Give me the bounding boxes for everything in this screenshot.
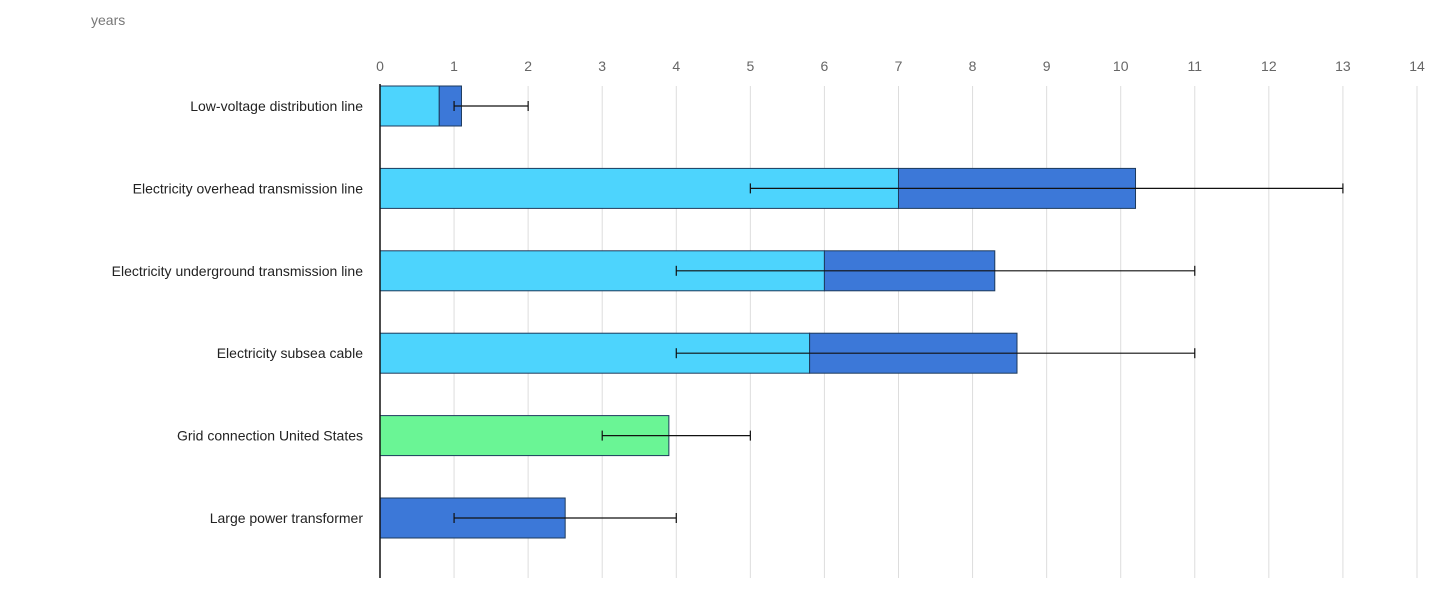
category-label: Grid connection United States (177, 428, 363, 444)
category-label: Electricity underground transmission lin… (112, 263, 364, 279)
x-tick-label: 1 (450, 58, 458, 74)
x-tick-label: 11 (1187, 58, 1202, 74)
x-tick-label: 10 (1113, 58, 1129, 74)
x-tick-label: 2 (524, 58, 532, 74)
category-label: Large power transformer (210, 510, 364, 526)
x-tick-label: 3 (598, 58, 606, 74)
category-label: Low-voltage distribution line (190, 98, 363, 114)
x-tick-label: 13 (1335, 58, 1351, 74)
x-tick-label: 9 (1043, 58, 1051, 74)
x-tick-label: 7 (895, 58, 903, 74)
x-tick-label: 0 (376, 58, 384, 74)
x-tick-label: 4 (672, 58, 680, 74)
x-tick-label: 12 (1261, 58, 1277, 74)
x-tick-label: 5 (746, 58, 754, 74)
bar-segment (379, 85, 440, 127)
unit-label: years (91, 12, 126, 28)
category-label: Electricity subsea cable (217, 345, 364, 361)
category-label: Electricity overhead transmission line (133, 180, 364, 196)
x-tick-label: 14 (1409, 58, 1425, 74)
x-tick-label: 6 (821, 58, 829, 74)
x-tick-label: 8 (969, 58, 977, 74)
